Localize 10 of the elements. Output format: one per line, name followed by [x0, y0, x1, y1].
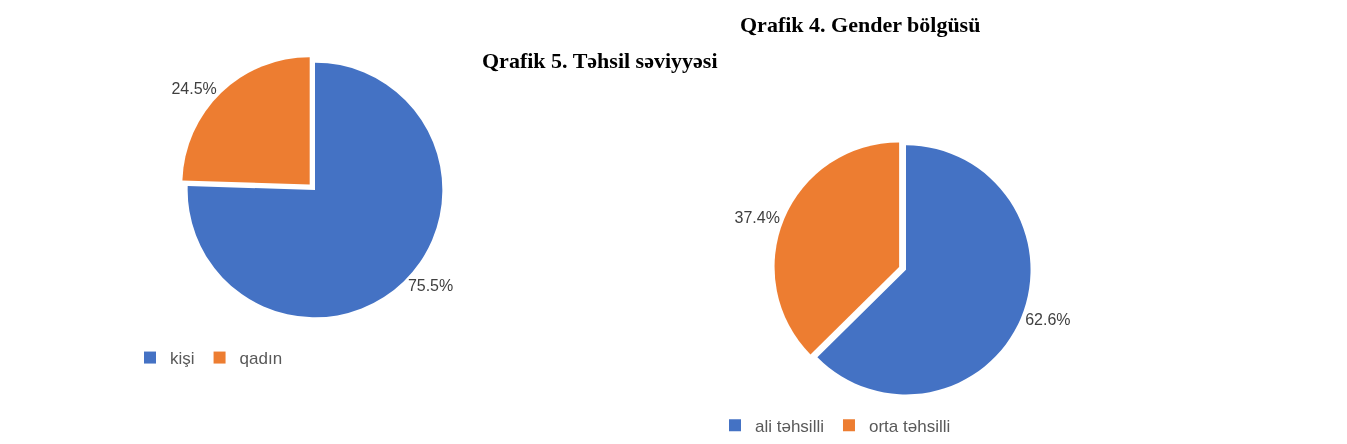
legend-label: kişi: [170, 349, 195, 369]
data-label: 24.5%: [171, 80, 217, 98]
data-label: 62.6%: [1025, 310, 1071, 328]
chart-title: Qrafik 5. Təhsil səviyyəsi: [482, 48, 718, 73]
text: Qrafik 4. Gender bölgüsü: [740, 12, 981, 37]
data-label: 75.5%: [407, 277, 454, 295]
legend-label: orta təhsilli: [868, 416, 951, 436]
legend-label: qadın: [239, 349, 283, 369]
data-label: 37.4%: [734, 209, 780, 227]
legend-label: ali təhsilli: [755, 416, 824, 436]
